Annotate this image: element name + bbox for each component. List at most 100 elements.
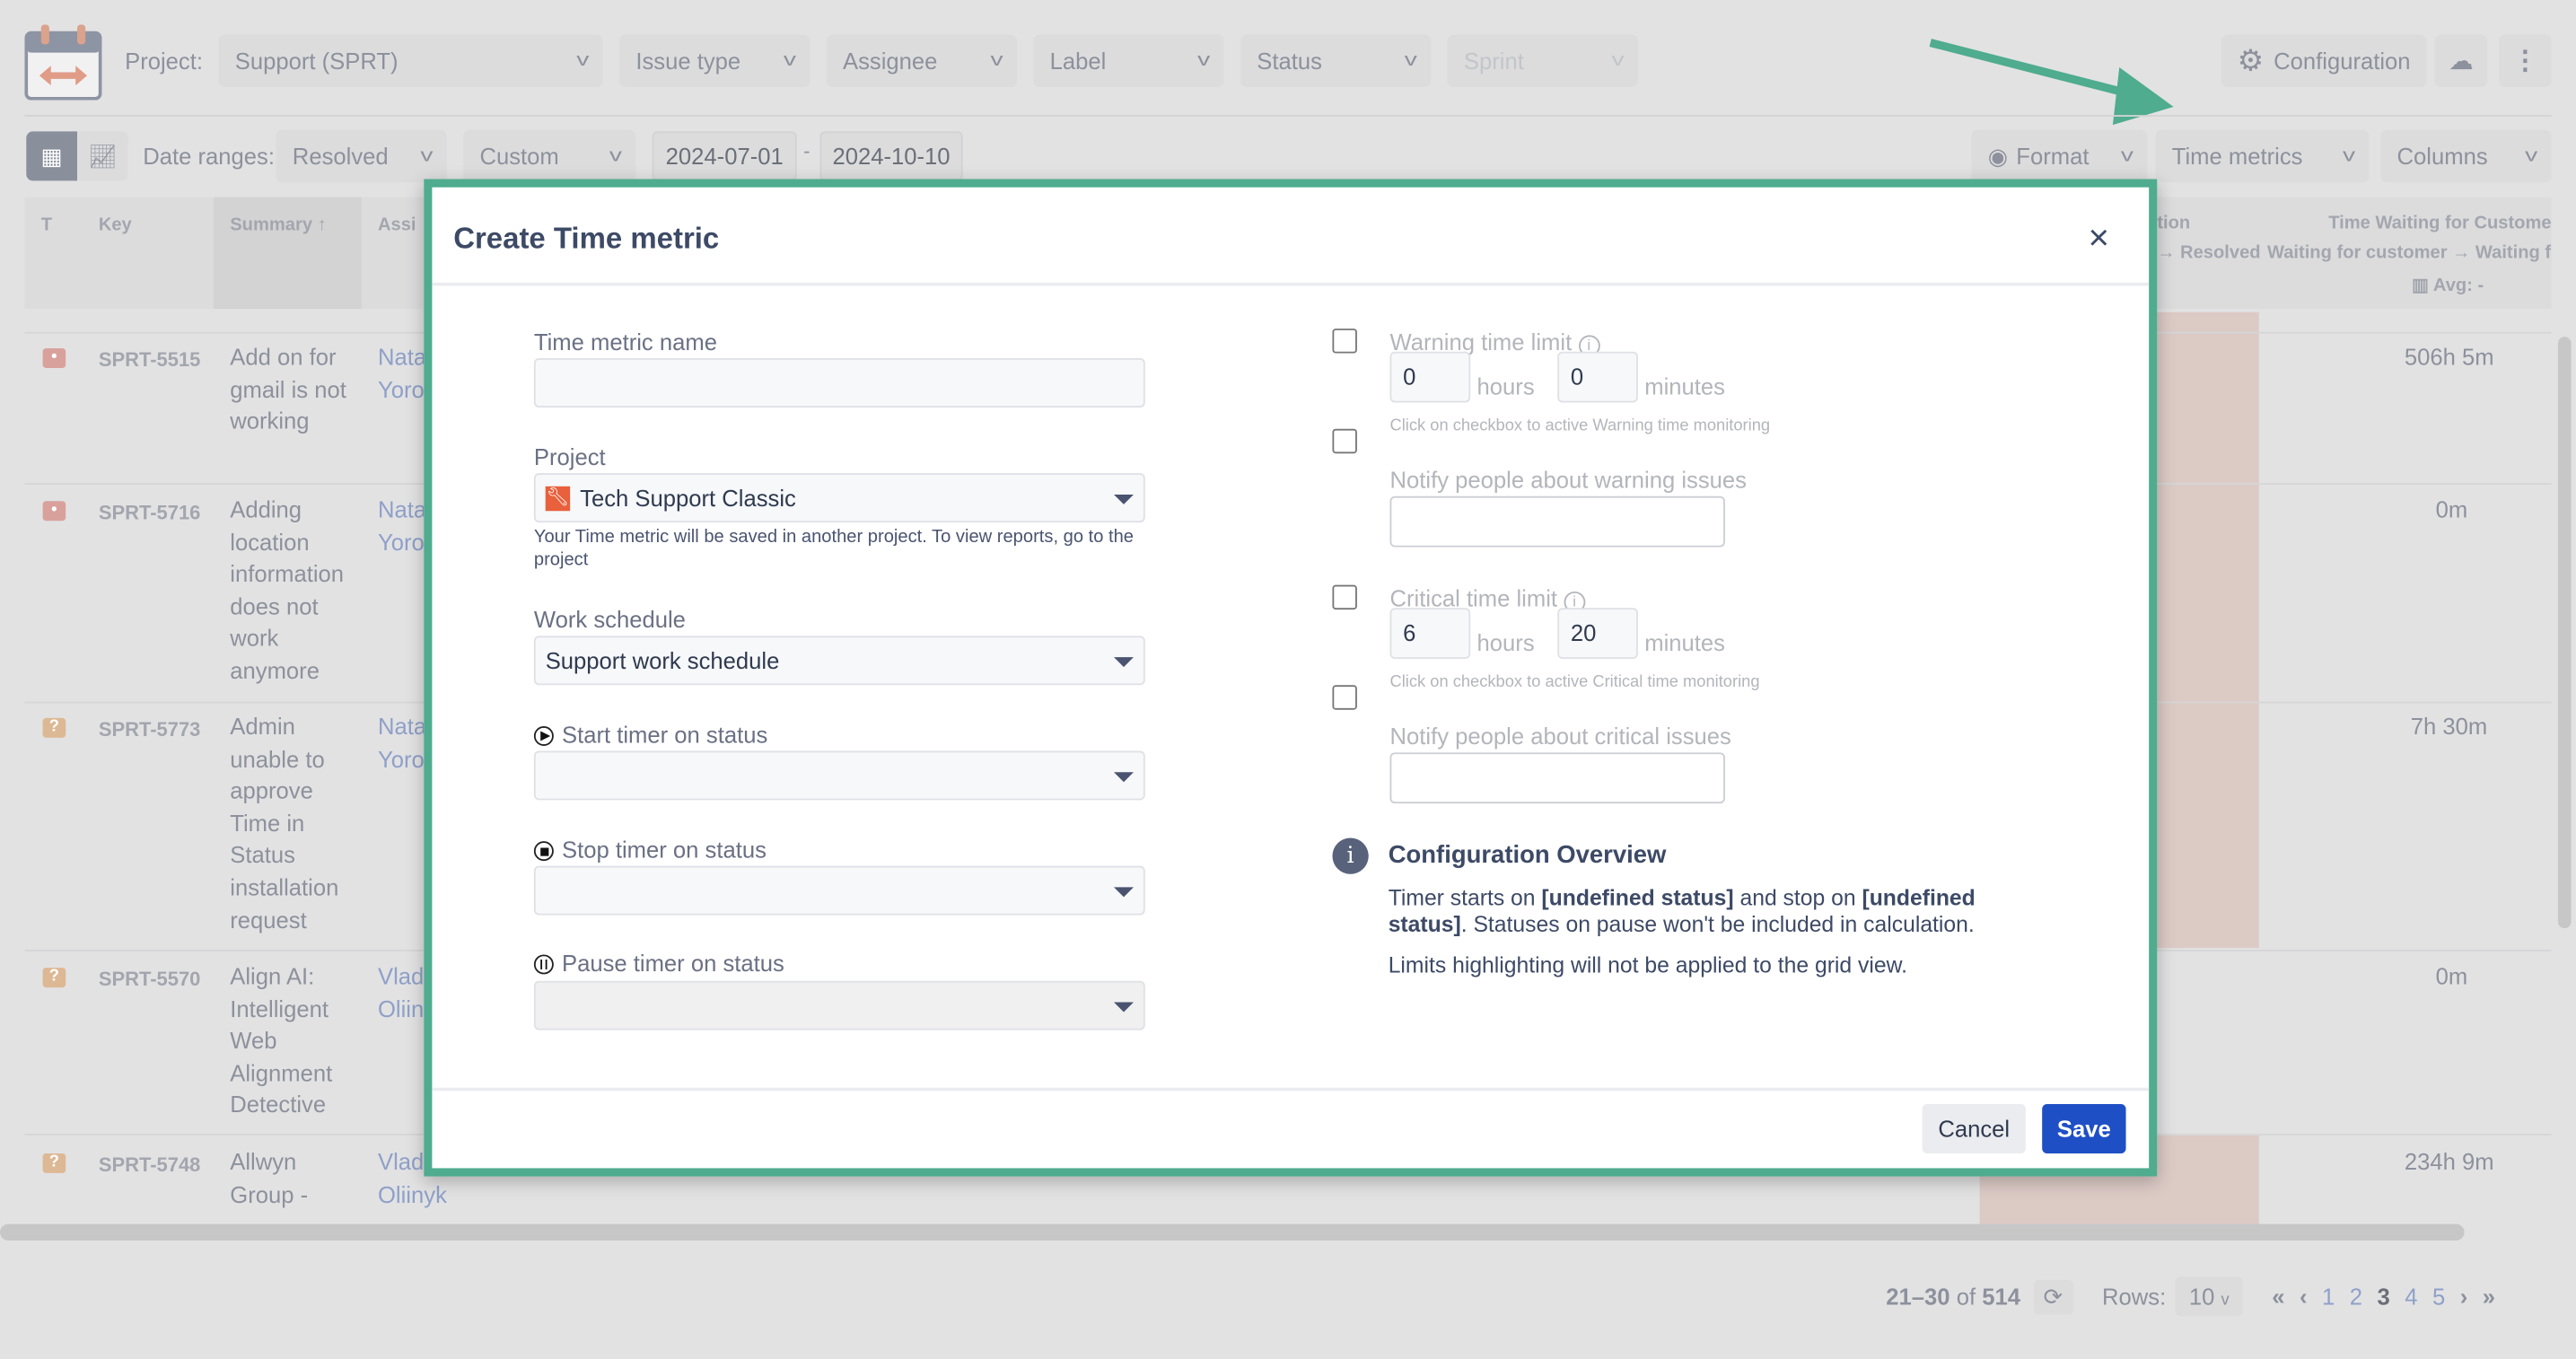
pagination-range: 21–30 xyxy=(1886,1283,1950,1310)
filter-project[interactable]: Support (SPRT) v xyxy=(218,34,603,88)
vertical-scrollbar[interactable] xyxy=(2557,337,2572,929)
issue-key[interactable]: SPRT-5773 xyxy=(98,717,201,741)
issue-assignee[interactable]: Vlad Oliin xyxy=(377,962,425,1021)
toolbar-divider xyxy=(24,115,2552,117)
overview-title: Configuration Overview xyxy=(1388,841,1667,870)
rows-value: 10 xyxy=(2188,1283,2215,1310)
issue-key[interactable]: SPRT-5515 xyxy=(98,348,201,372)
critical-notify-input[interactable] xyxy=(1389,752,1725,804)
date-separator: - xyxy=(803,139,810,163)
export-button[interactable]: ☁ xyxy=(2434,34,2488,88)
more-menu-button[interactable]: ⋮ xyxy=(2499,34,2552,88)
configuration-button[interactable]: ⚙ Configuration xyxy=(2221,34,2427,88)
pause-timer-label: Pause timer on status xyxy=(533,950,784,976)
warning-notify-label: Notify people about warning issues xyxy=(1389,466,1747,494)
filter-value: Support (SPRT) xyxy=(234,48,399,75)
page-2[interactable]: 2 xyxy=(2349,1283,2363,1310)
chevron-down-icon: v xyxy=(608,145,622,166)
page-4[interactable]: 4 xyxy=(2405,1283,2418,1310)
rows-select[interactable]: 10 v xyxy=(2176,1276,2243,1317)
issue-key[interactable]: SPRT-5748 xyxy=(98,1153,201,1177)
filter-status[interactable]: Status v xyxy=(1240,34,1432,88)
warning-minutes-input[interactable]: 0 xyxy=(1557,351,1638,403)
date-preset-select[interactable]: Custom v xyxy=(463,129,636,183)
date-field-select[interactable]: Resolved v xyxy=(276,129,447,183)
warning-limit-checkbox[interactable] xyxy=(1332,329,1357,354)
header-assignee[interactable]: Assi xyxy=(377,215,416,235)
pagination-of: of xyxy=(1956,1283,1976,1310)
issue-summary: Allwyn Group - xyxy=(230,1148,309,1207)
name-label: Time metric name xyxy=(533,329,717,355)
issue-assignee[interactable]: Nata Yoro xyxy=(377,343,427,402)
issue-assignee[interactable]: Nata Yoro xyxy=(377,713,427,772)
critical-hours-input[interactable]: 6 xyxy=(1389,608,1471,659)
warning-notify-checkbox[interactable] xyxy=(1332,428,1357,454)
grid-view-toggle[interactable]: ▦ xyxy=(26,131,78,181)
header-metric2-sub: Waiting for customer → Waiting fo xyxy=(2266,242,2552,263)
chevron-down-icon: v xyxy=(1196,50,1210,71)
header-key[interactable]: Key xyxy=(98,215,132,235)
chevron-down-icon: v xyxy=(419,145,433,166)
header-metric2[interactable]: Time Waiting for Custome xyxy=(2328,213,2552,233)
issue-key[interactable]: SPRT-5570 xyxy=(98,968,201,991)
chart-line-icon: 📈︎ xyxy=(88,143,118,170)
overview-text-part: Timer starts on xyxy=(1388,885,1542,911)
hours-unit: hours xyxy=(1476,373,1535,399)
play-icon xyxy=(533,726,554,747)
pause-status-select[interactable] xyxy=(533,980,1145,1030)
header-type[interactable]: T xyxy=(40,215,53,235)
columns-select[interactable]: Columns v xyxy=(2380,129,2552,183)
chevron-down-icon: v xyxy=(2221,1291,2230,1310)
header-divider xyxy=(432,282,2150,286)
filter-sprint[interactable]: Sprint v xyxy=(1447,34,1638,88)
filter-issue-type[interactable]: Issue type v xyxy=(619,34,810,88)
page-3-current[interactable]: 3 xyxy=(2377,1283,2390,1310)
critical-limit-checkbox[interactable] xyxy=(1332,584,1357,610)
chart-view-toggle[interactable]: 📈︎ xyxy=(77,131,128,181)
prev-page-icon[interactable]: ‹ xyxy=(2299,1283,2308,1310)
gear-icon: ⚙ xyxy=(2237,43,2265,77)
filter-value: Sprint xyxy=(1463,48,1524,75)
horizontal-scrollbar[interactable] xyxy=(0,1223,2465,1241)
pause-icon xyxy=(533,954,554,975)
date-from-input[interactable]: 2024-07-01 xyxy=(652,131,797,181)
cancel-button[interactable]: Cancel xyxy=(1922,1104,2026,1153)
page-5[interactable]: 5 xyxy=(2431,1283,2446,1310)
overview-text-part: and stop on xyxy=(1733,885,1862,911)
critical-minutes-input[interactable]: 20 xyxy=(1557,608,1638,659)
stop-status-select[interactable] xyxy=(533,865,1145,916)
close-icon[interactable]: × xyxy=(2088,216,2109,259)
filter-label[interactable]: Label v xyxy=(1033,34,1224,88)
work-schedule-select[interactable]: Support work schedule xyxy=(533,636,1145,686)
warning-notify-input[interactable] xyxy=(1389,495,1725,548)
issue-assignee[interactable]: Vlad Oliinyk xyxy=(377,1148,447,1207)
page-1[interactable]: 1 xyxy=(2321,1283,2335,1310)
date-to-input[interactable]: 2024-10-10 xyxy=(819,131,963,181)
header-summary[interactable]: Summary ↑ xyxy=(230,215,326,235)
critical-notify-checkbox[interactable] xyxy=(1332,685,1357,710)
start-status-select[interactable] xyxy=(533,750,1145,801)
minutes-unit: minutes xyxy=(1644,629,1725,656)
format-select[interactable]: ◉ Format v xyxy=(1971,129,2148,183)
header-metric1[interactable]: tion xyxy=(2157,213,2191,233)
issue-key[interactable]: SPRT-5716 xyxy=(98,501,201,524)
project-select[interactable]: 🔧︎ Tech Support Classic xyxy=(533,473,1145,523)
first-page-icon[interactable]: « xyxy=(2272,1283,2285,1310)
last-page-icon[interactable]: » xyxy=(2482,1283,2496,1310)
warning-hours-input[interactable]: 0 xyxy=(1389,351,1471,403)
time-metrics-select[interactable]: Time metrics v xyxy=(2155,129,2370,183)
start-timer-label: Start timer on status xyxy=(533,722,767,748)
time-metric-name-input[interactable] xyxy=(533,358,1145,408)
summary-header-bg xyxy=(213,197,362,310)
header-metric1-sub: → Resolved xyxy=(2157,242,2261,263)
question-icon: ? xyxy=(42,1153,66,1173)
next-page-icon[interactable]: › xyxy=(2459,1283,2468,1310)
cloud-download-icon: ☁ xyxy=(2449,48,2474,76)
select-value: Custom xyxy=(479,143,559,170)
issue-assignee[interactable]: Nata Yoro xyxy=(377,495,427,555)
schedule-label: Work schedule xyxy=(533,606,686,633)
save-button[interactable]: Save xyxy=(2042,1104,2126,1153)
filter-assignee[interactable]: Assignee v xyxy=(826,34,1018,88)
refresh-icon[interactable]: ⟳ xyxy=(2033,1278,2073,1314)
